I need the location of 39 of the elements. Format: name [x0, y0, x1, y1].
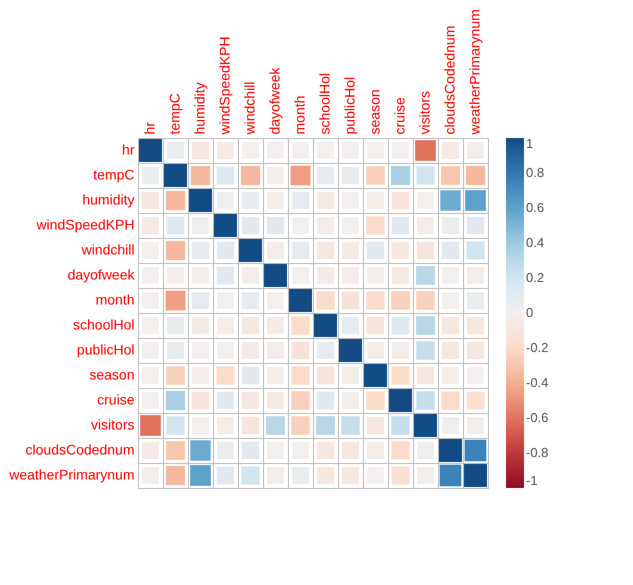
x-tick-label: windSpeedKPH — [216, 36, 232, 136]
color-bar-label: 0.2 — [526, 270, 544, 285]
y-tick-label: season — [89, 366, 134, 382]
y-tick-label: cloudsCodednum — [26, 442, 134, 458]
y-tick-label: hr — [122, 142, 135, 158]
y-tick-label: weatherPrimarynum — [8, 466, 134, 482]
x-tick-label: season — [366, 89, 382, 134]
y-tick-label: tempC — [93, 166, 134, 182]
x-tick-label: windchill — [242, 82, 258, 136]
x-tick-label: tempC — [166, 93, 182, 134]
color-bar-label: -0.8 — [526, 445, 548, 460]
y-tick-label: cruise — [97, 392, 135, 408]
color-bar-label: 1 — [526, 136, 534, 151]
color-bar-label: 0.8 — [526, 165, 544, 180]
x-tick-label: humidity — [192, 82, 208, 134]
color-bar-label: -1 — [526, 473, 538, 488]
y-tick-label: month — [96, 292, 134, 308]
color-bar-label: 0.6 — [526, 200, 544, 215]
x-tick-label: cruise — [392, 96, 408, 134]
y-tick-label: visitors — [90, 416, 134, 432]
y-tick-label: windSpeedKPH — [35, 216, 134, 232]
x-tick-label: publicHol — [342, 76, 358, 134]
y-tick-label: publicHol — [76, 342, 134, 358]
x-tick-label: visitors — [416, 90, 432, 134]
x-tick-label: schoolHol — [316, 73, 332, 134]
x-tick-label: hr — [142, 122, 158, 134]
x-tick-label: dayofweek — [266, 66, 282, 134]
x-tick-label: cloudsCodednum — [442, 26, 458, 134]
y-tick-label: dayofweek — [68, 266, 136, 282]
x-tick-label: month — [292, 96, 308, 134]
color-bar-label: 0.4 — [526, 235, 544, 250]
y-tick-label: schoolHol — [73, 316, 134, 332]
color-bar-label: 0 — [526, 305, 534, 320]
color-bar-label: -0.2 — [526, 340, 548, 355]
color-bar-label: -0.4 — [526, 375, 548, 390]
y-tick-label: windchill — [80, 242, 134, 258]
x-tick-label: weatherPrimarynum — [466, 9, 482, 136]
color-bar-label: -0.6 — [526, 410, 548, 425]
y-tick-label: humidity — [82, 192, 134, 208]
